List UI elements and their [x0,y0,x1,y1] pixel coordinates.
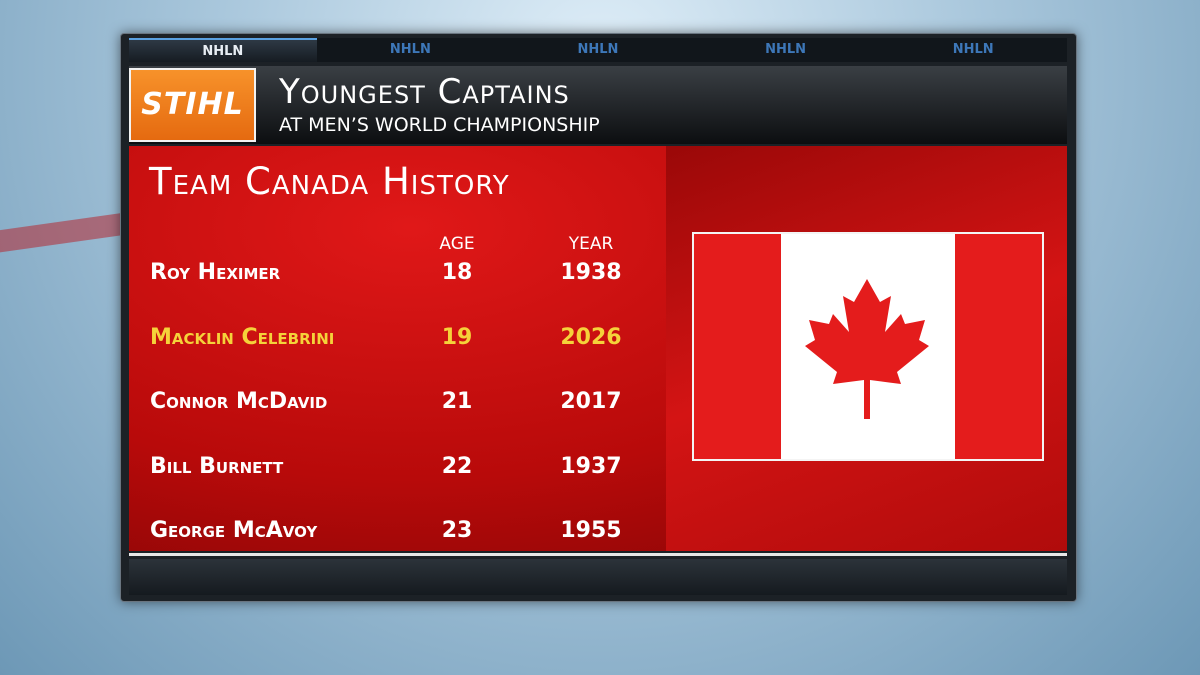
tab: NHLN [129,38,317,62]
flag-band [955,234,1042,459]
maple-leaf [805,279,929,419]
year: 1937 [560,453,622,479]
tab: NHLN [577,42,619,57]
player-name: George McAvoy [150,518,318,543]
age: 22 [441,453,473,479]
header: STIHL Youngest Captains AT MEN’S WORLD C… [129,66,1067,144]
player-name: Connor McDavid [150,389,328,414]
column-header: YEAR [568,234,614,254]
tab-bar: NHLN NHLN NHLN NHLN NHLN [129,38,1067,62]
player-name: Roy Heximer [150,260,281,285]
year: 1938 [560,260,622,285]
player-name: Macklin Celebrini [150,324,335,350]
canada-flag [692,232,1044,461]
age: 21 [441,389,473,414]
sponsor-logo: STIHL [129,68,256,142]
footer-bar [129,559,1067,595]
year: 2026 [560,324,622,350]
tab: NHLN [952,42,994,57]
age: 19 [441,324,473,350]
column-header: AGE [439,234,475,254]
age: 23 [441,518,473,543]
tab: NHLN [765,42,807,57]
year: 1955 [560,518,622,543]
player-name: Bill Burnett [150,453,284,479]
subtitle: AT MEN’S WORLD CHAMPIONSHIP [279,114,600,136]
title: Youngest Captains [279,72,570,112]
table-title: Team Canada History [149,160,510,203]
divider [129,553,1067,556]
year: 2017 [560,389,622,414]
age: 18 [441,260,473,285]
tab: NHLN [389,42,431,57]
flag-band [694,234,781,459]
